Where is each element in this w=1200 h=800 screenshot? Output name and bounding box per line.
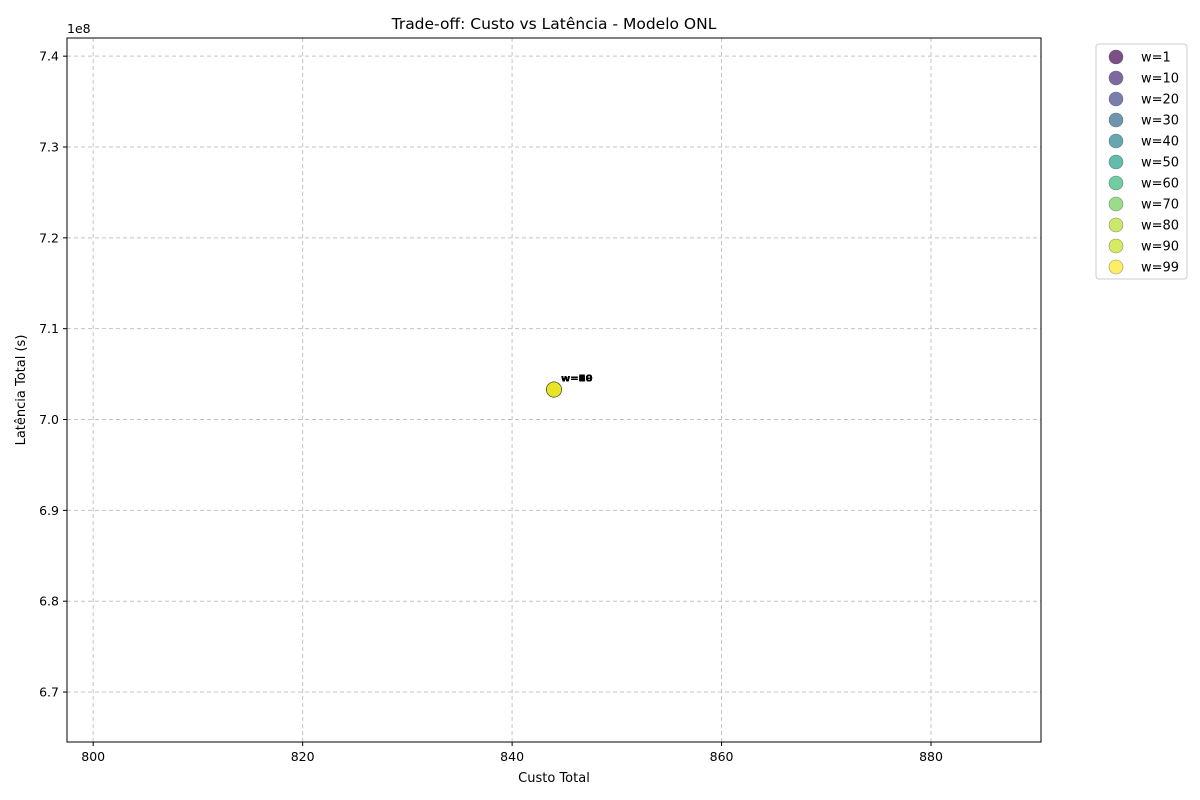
- y-tick-label: 7.4: [39, 49, 59, 64]
- x-axis-label: Custo Total: [518, 771, 590, 786]
- point-label-w-30: w=30: [561, 374, 593, 385]
- legend-marker-w-60: [1108, 175, 1124, 191]
- legend-marker-w-30: [1108, 112, 1124, 128]
- point-label-w-90: w=90: [561, 374, 593, 385]
- legend-marker-w-50: [1108, 154, 1124, 170]
- legend-entry-w-1: w=1: [1141, 51, 1171, 66]
- point-label-w-50: w=50: [561, 374, 593, 385]
- legend-entry-w-80: w=80: [1141, 219, 1179, 234]
- legend-entry-w-30: w=30: [1141, 114, 1179, 129]
- y-tick-label: 7.1: [39, 321, 59, 336]
- x-axis-ticks: 800 820 840 860 880: [81, 742, 943, 764]
- y-tick-label: 6.9: [39, 503, 59, 518]
- y-tick-label: 7.2: [39, 230, 59, 245]
- x-tick-label: 880: [919, 749, 943, 764]
- legend: w=1 w=10 w=20 w=30 w=40 w=50 w=60 w=70 w=80 w=90 w…: [1095, 43, 1188, 280]
- legend-marker-w-1: [1108, 49, 1124, 65]
- legend-marker-w-90: [1108, 238, 1124, 254]
- point-annotations: w=1w=10w=20w=30w=40w=50w=60w=70w=80w=90w…: [561, 374, 593, 385]
- point-label-w-1: w=1: [561, 374, 586, 385]
- legend-entry-w-50: w=50: [1141, 156, 1179, 171]
- legend-entry-w-20: w=20: [1141, 93, 1179, 108]
- point-label-w-20: w=20: [561, 374, 593, 385]
- point-label-w-10: w=10: [561, 374, 593, 385]
- legend-marker-w-20: [1108, 91, 1124, 107]
- data-point-w-99: [546, 381, 562, 398]
- y-axis-offset-label: 1e8: [67, 21, 91, 36]
- legend-marker-w-10: [1108, 70, 1124, 86]
- y-tick-label: 6.8: [39, 594, 59, 609]
- legend-entry-w-70: w=70: [1141, 198, 1179, 213]
- chart-title: Trade-off: Custo vs Latência - Modelo ON…: [391, 15, 717, 33]
- y-axis-ticks: 6.7 6.8 6.9 7.0 7.1 7.2 7.3 7.4: [39, 49, 67, 700]
- point-label-w-40: w=40: [561, 374, 593, 385]
- point-label-w-80: w=80: [561, 374, 593, 385]
- legend-entry-w-40: w=40: [1141, 135, 1179, 150]
- legend-entry-w-10: w=10: [1141, 72, 1179, 87]
- plot-frame: [66, 37, 1042, 743]
- legend-marker-w-40: [1108, 133, 1124, 149]
- x-tick-label: 820: [291, 749, 315, 764]
- y-tick-label: 6.7: [39, 685, 59, 700]
- y-tick-label: 7.3: [39, 140, 59, 155]
- y-tick-label: 7.0: [39, 412, 59, 427]
- legend-marker-w-99: [1108, 259, 1124, 275]
- legend-entry-w-99: w=99: [1141, 261, 1179, 276]
- point-label-w-70: w=70: [561, 374, 593, 385]
- y-axis-label: Latência Total (s): [14, 335, 29, 446]
- x-tick-label: 800: [81, 749, 105, 764]
- legend-marker-w-70: [1108, 196, 1124, 212]
- point-label-w-99: w=99: [561, 374, 593, 385]
- x-tick-label: 840: [500, 749, 524, 764]
- legend-entry-w-90: w=90: [1141, 240, 1179, 255]
- data-points: [546, 381, 562, 398]
- legend-entry-w-60: w=60: [1141, 177, 1179, 192]
- legend-marker-w-80: [1108, 217, 1124, 233]
- x-tick-label: 860: [710, 749, 734, 764]
- point-label-w-60: w=60: [561, 374, 593, 385]
- grid: [67, 38, 1041, 742]
